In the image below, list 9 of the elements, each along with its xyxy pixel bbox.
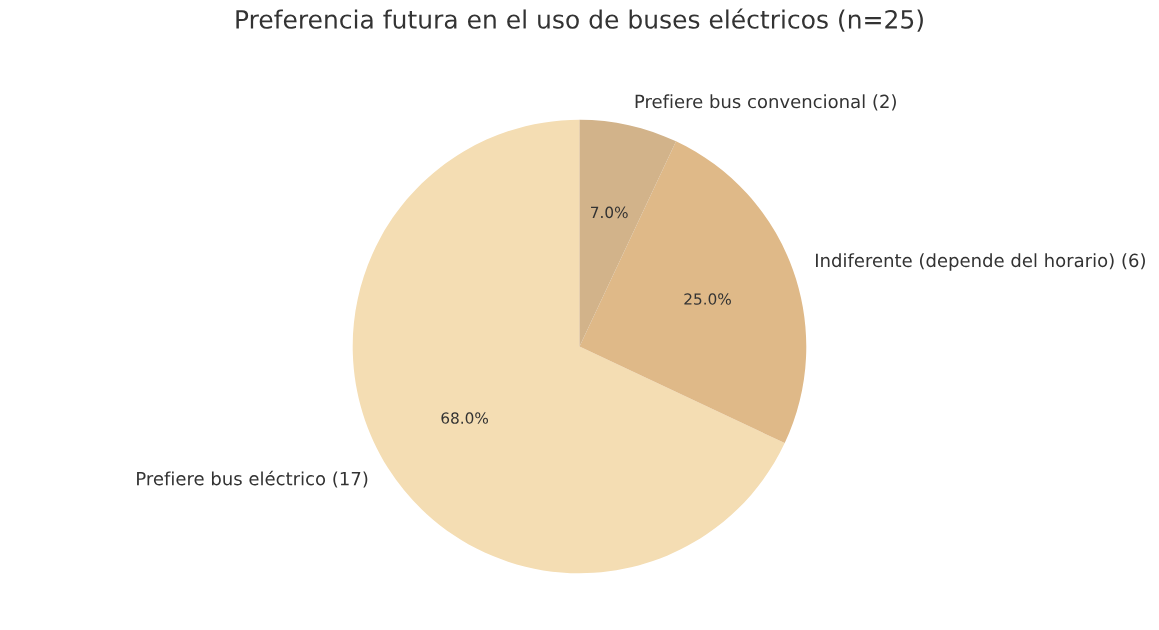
slice-label: Indiferente (depende del horario) (6) [816, 253, 1145, 271]
pie-slice [579, 119, 677, 347]
chart-title: Preferencia futura en el uso de buses eléctricos (n=25) [236, 8, 923, 32]
slice-label: Prefiere bus eléctrico (17) [137, 470, 368, 488]
data-label: 7.0% [591, 206, 628, 219]
data-label: 68.0% [441, 412, 489, 424]
slice-label: Prefiere bus convencional (2) [635, 94, 896, 111]
pie-slice [579, 141, 807, 444]
data-label: 25.0% [684, 293, 731, 305]
